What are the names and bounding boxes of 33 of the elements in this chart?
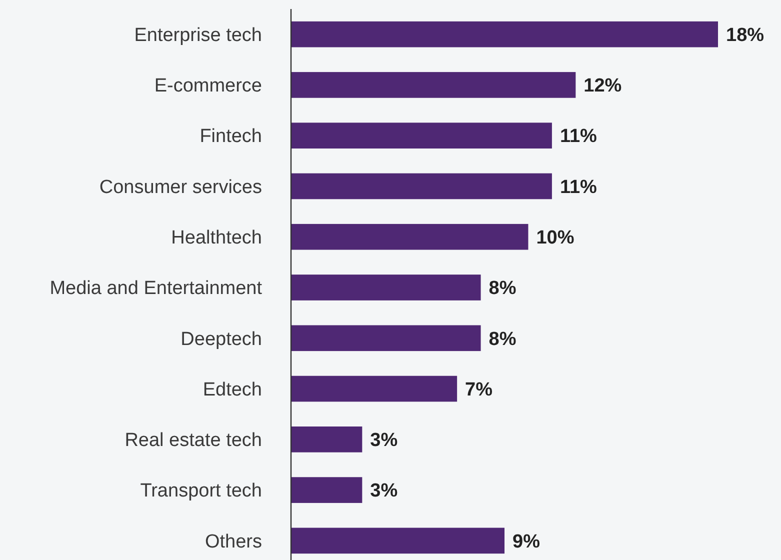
- data-label: 8%: [488, 278, 516, 300]
- data-label: 10%: [536, 228, 574, 249]
- data-label: 18%: [726, 24, 764, 46]
- bar: [291, 274, 481, 300]
- y-tick-label: Enterprise tech: [134, 24, 262, 46]
- bar: [291, 224, 528, 250]
- y-tick-label: Healthtech: [171, 228, 262, 249]
- bar: [291, 72, 576, 98]
- bar: [291, 325, 481, 352]
- data-label: 7%: [465, 379, 493, 400]
- y-tick-label: Media and Entertainment: [50, 278, 263, 300]
- y-tick-label: Transport tech: [140, 480, 262, 502]
- data-label: 3%: [370, 480, 398, 502]
- data-label: 8%: [488, 328, 516, 350]
- data-label: 11%: [560, 176, 598, 198]
- bar: [291, 528, 504, 554]
- bar: [291, 21, 718, 48]
- y-tick-label: E-commerce: [154, 76, 262, 97]
- bar: [291, 426, 362, 452]
- data-label: 9%: [512, 531, 540, 552]
- data-label: 3%: [370, 430, 398, 452]
- y-tick-label: Fintech: [200, 126, 262, 148]
- bar: [291, 173, 552, 200]
- y-tick-label: Others: [204, 531, 262, 552]
- bar: [291, 376, 458, 402]
- data-label: 12%: [584, 76, 622, 97]
- y-tick-label: Real estate tech: [124, 430, 262, 452]
- data-label: 11%: [560, 126, 598, 148]
- y-tick-label: Consumer services: [99, 176, 262, 198]
- y-tick-label: Deeptech: [180, 328, 262, 350]
- bar: [291, 122, 552, 149]
- bar: [291, 477, 362, 503]
- y-tick-label: Edtech: [202, 379, 262, 400]
